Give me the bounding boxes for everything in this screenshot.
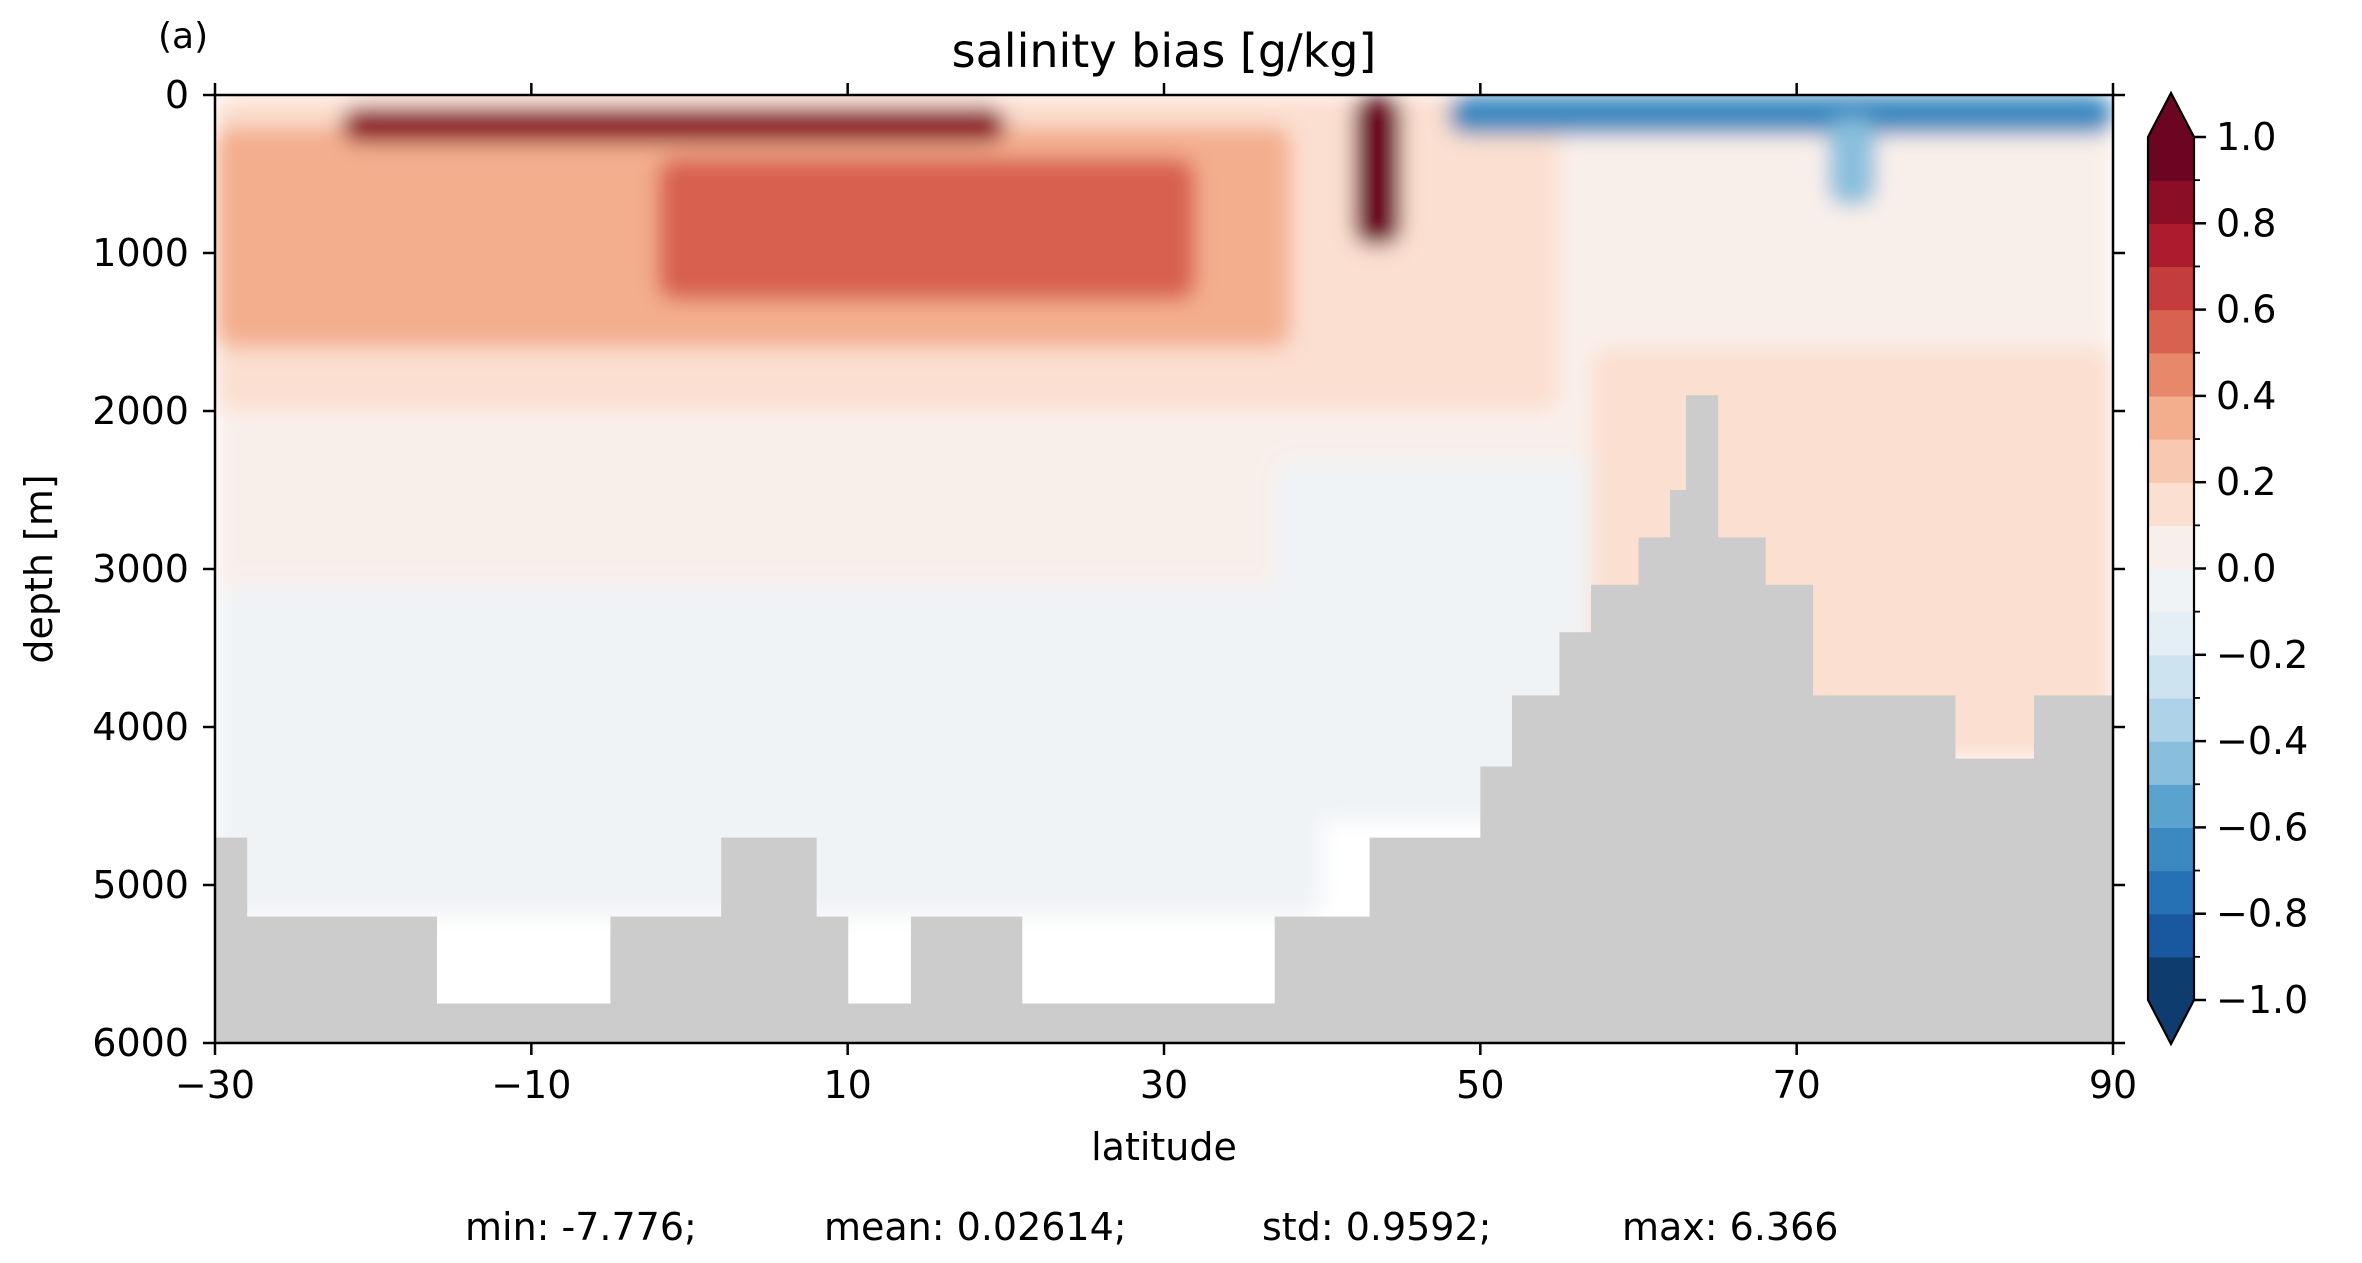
x-tick-label: 70 (1772, 1063, 1820, 1107)
colorbar-extend-bottom (2148, 1000, 2194, 1044)
colorbar-tick-label: −0.6 (2216, 805, 2308, 849)
colorbar-segment (2148, 266, 2194, 311)
x-tick-label: 50 (1456, 1063, 1504, 1107)
colorbar-tick-label: 0.6 (2216, 288, 2276, 332)
colorbar-segment (2148, 137, 2194, 181)
land-step-23 (2033, 695, 2113, 1043)
land-step-2 (436, 1003, 612, 1043)
colorbar-segment (2148, 697, 2194, 742)
y-tick-label: 3000 (92, 547, 189, 591)
land-step-14 (1591, 584, 1640, 1043)
colorbar-tick-label: 0.0 (2216, 547, 2276, 591)
land-step-7 (910, 916, 1023, 1043)
land-step-5 (816, 916, 849, 1043)
colorbar-segment (2148, 525, 2194, 570)
land-step-3 (610, 916, 722, 1043)
colorbar-tick-label: 0.4 (2216, 374, 2276, 418)
x-tick-label: 10 (823, 1063, 871, 1107)
land-step-22 (1954, 758, 2035, 1043)
stat-min: min: -7.776; (465, 1205, 697, 1249)
land-step-21 (1828, 695, 1956, 1043)
colorbar: 1.0 0.8 0.6 0.4 0.2 0.0 −0.2 −0.4 −0.6 −0.8 −1.0 (2146, 90, 2308, 1047)
field-patch-10 (1828, 118, 1876, 206)
land-step-17 (1685, 395, 1719, 1043)
field-patch-1 (215, 584, 1323, 917)
colorbar-segment (2148, 223, 2194, 268)
colorbar-segment (2148, 784, 2194, 828)
x-axis-label: latitude (1091, 1125, 1237, 1169)
colorbar-tick-label: −0.8 (2216, 892, 2308, 936)
y-axis: 0 1000 2000 3000 4000 5000 6000 (92, 73, 2125, 1065)
land-step-6 (847, 1003, 912, 1043)
field-patch-6 (657, 158, 1196, 301)
y-axis-label: depth [m] (17, 474, 61, 663)
land-step-8 (1021, 1003, 1276, 1043)
land-step-12 (1511, 695, 1561, 1043)
land-step-1 (246, 916, 438, 1043)
x-tick-label: −10 (491, 1063, 571, 1107)
colorbar-segment (2148, 352, 2194, 397)
colorbar-tick-label: −0.2 (2216, 633, 2308, 677)
land-step-10 (1369, 837, 1481, 1043)
land-step-0 (215, 837, 248, 1043)
colorbar-extend-top (2148, 93, 2194, 137)
colorbar-segment (2148, 395, 2194, 440)
land-step-16 (1670, 490, 1687, 1043)
x-tick-label: −30 (175, 1063, 255, 1107)
colorbar-tick-label: 0.8 (2216, 201, 2276, 245)
colorbar-segment (2148, 913, 2194, 958)
y-tick-label: 1000 (92, 231, 189, 275)
field-patch-8 (1353, 95, 1402, 246)
chart-title: salinity bias [g/kg] (952, 24, 1377, 78)
land-step-19 (1765, 584, 1814, 1043)
field-patch-7 (341, 107, 1006, 143)
colorbar-segment (2148, 309, 2194, 354)
colorbar-tick-label: −1.0 (2216, 978, 2308, 1022)
y-tick-label: 2000 (92, 389, 189, 433)
y-tick-label: 5000 (92, 863, 189, 907)
stats-line: min: -7.776; mean: 0.02614; std: 0.9592;… (465, 1205, 1838, 1249)
colorbar-tick-label: 1.0 (2216, 115, 2276, 159)
colorbar-segment (2148, 654, 2194, 699)
land-step-4 (721, 837, 817, 1043)
colorbar-segment (2148, 827, 2194, 872)
stat-std: std: 0.9592; (1262, 1205, 1491, 1249)
land-step-18 (1717, 537, 1766, 1043)
stat-max: max: 6.366 (1622, 1205, 1838, 1249)
panel-label: (a) (158, 16, 208, 57)
x-tick-label: 30 (1140, 1063, 1188, 1107)
land-step-15 (1638, 537, 1671, 1043)
y-tick-label: 0 (165, 73, 189, 117)
land-step-13 (1559, 632, 1592, 1043)
x-tick-label: 90 (2089, 1063, 2137, 1107)
colorbar-tick-label: 0.2 (2216, 460, 2276, 504)
colorbar-segment (2148, 439, 2194, 483)
colorbar-tick-label: −0.4 (2216, 719, 2308, 763)
land-step-11 (1480, 766, 1513, 1043)
colorbar-segment (2148, 870, 2194, 915)
land-step-9 (1274, 916, 1371, 1043)
land-step-20 (1812, 695, 1829, 1043)
colorbar-segment (2148, 568, 2194, 613)
colorbar-segment (2148, 956, 2194, 1001)
field-patch-9 (1448, 95, 2113, 135)
y-tick-label: 6000 (92, 1021, 189, 1065)
colorbar-segment (2148, 482, 2194, 526)
colorbar-segment (2148, 741, 2194, 785)
colorbar-segment (2148, 611, 2194, 656)
colorbar-segment (2148, 180, 2194, 224)
y-tick-label: 4000 (92, 705, 189, 749)
stat-mean: mean: 0.02614; (824, 1205, 1127, 1249)
plot-area (215, 95, 2113, 1043)
x-axis: −30 −10 10 30 50 70 90 (175, 83, 2137, 1107)
bathymetry-land (215, 395, 2113, 1043)
